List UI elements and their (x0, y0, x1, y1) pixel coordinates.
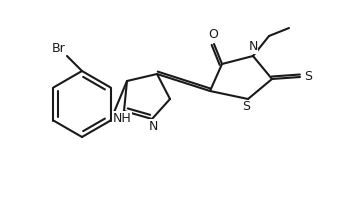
Text: N: N (148, 120, 158, 133)
Text: N: N (248, 41, 258, 54)
Text: NH: NH (112, 111, 131, 125)
Text: S: S (304, 70, 312, 84)
Text: S: S (242, 100, 250, 113)
Text: Br: Br (52, 42, 66, 55)
Text: O: O (208, 28, 218, 42)
